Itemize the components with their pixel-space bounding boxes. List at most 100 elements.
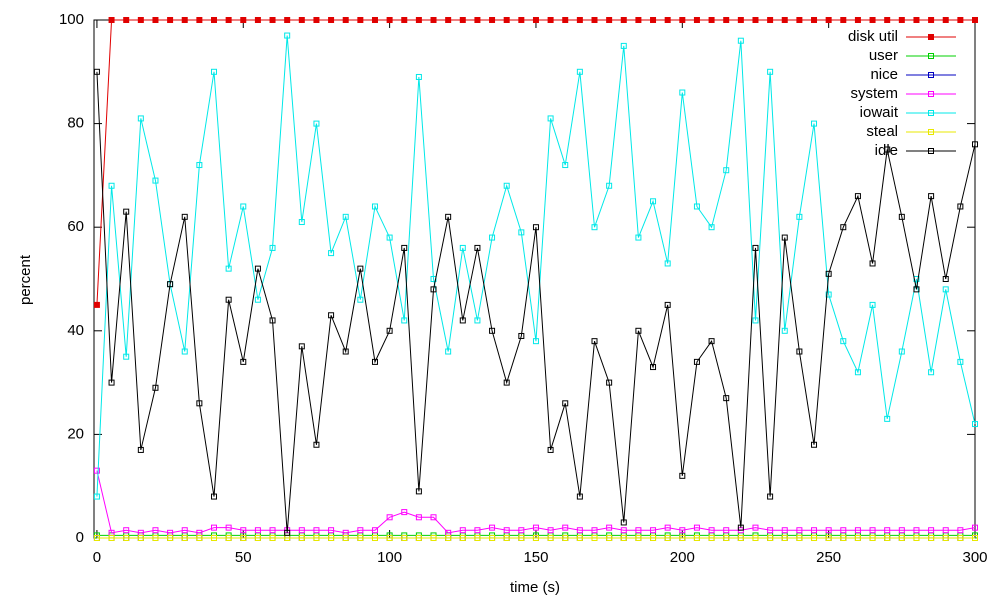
data-point <box>767 527 774 534</box>
data-point <box>108 17 115 23</box>
data-point <box>181 17 188 23</box>
legend-marker <box>928 148 934 154</box>
data-point <box>898 348 905 355</box>
data-point <box>93 493 100 500</box>
data-point <box>957 358 964 365</box>
data-point <box>972 17 978 23</box>
data-point <box>459 244 466 251</box>
data-point <box>869 301 876 308</box>
data-point <box>913 535 920 541</box>
data-point <box>211 535 218 541</box>
data-point <box>503 17 510 23</box>
data-point <box>386 535 393 541</box>
data-point <box>489 327 496 334</box>
data-point <box>928 369 935 376</box>
data-point <box>854 535 861 541</box>
data-point <box>737 37 744 44</box>
data-point <box>430 514 437 521</box>
data-point <box>489 535 496 541</box>
data-point <box>240 203 247 210</box>
data-point <box>884 535 891 541</box>
data-point <box>254 296 261 303</box>
data-point <box>532 224 539 231</box>
data-point <box>225 265 232 272</box>
data-point <box>664 17 671 23</box>
data-point <box>386 234 393 241</box>
data-point <box>459 535 466 541</box>
data-point <box>123 353 130 360</box>
data-point <box>518 17 525 23</box>
data-point <box>708 535 715 541</box>
data-point <box>298 343 305 350</box>
data-point <box>211 493 218 500</box>
data-point <box>869 527 876 534</box>
data-point <box>371 203 378 210</box>
data-point <box>957 535 964 541</box>
data-point <box>415 73 422 80</box>
x-tick-label: 250 <box>816 549 841 566</box>
data-point <box>825 270 832 277</box>
data-point <box>269 244 276 251</box>
x-tick-label: 300 <box>962 549 987 566</box>
data-point <box>811 441 818 448</box>
data-point <box>225 296 232 303</box>
data-point <box>342 535 349 541</box>
legend-label: steal <box>866 123 898 140</box>
data-point <box>928 535 935 541</box>
legend-marker <box>928 110 934 116</box>
data-point <box>869 260 876 267</box>
data-point <box>606 535 613 541</box>
data-point <box>650 364 657 371</box>
data-point <box>854 369 861 376</box>
data-point <box>679 535 686 541</box>
data-point <box>693 535 700 541</box>
data-point <box>591 527 598 534</box>
data-point <box>650 535 657 541</box>
data-point <box>576 535 583 541</box>
data-point <box>152 527 159 534</box>
data-point <box>93 301 100 308</box>
data-point <box>825 535 832 541</box>
data-point <box>371 358 378 365</box>
data-point <box>254 17 261 23</box>
data-point <box>635 535 642 541</box>
y-tick-label: 100 <box>59 11 84 28</box>
data-point <box>620 527 627 534</box>
data-point <box>93 535 100 541</box>
data-point <box>284 17 291 23</box>
data-point <box>562 400 569 407</box>
data-point <box>884 415 891 422</box>
legend-label: idle <box>875 142 898 159</box>
data-point <box>269 527 276 534</box>
data-point <box>123 208 130 215</box>
data-point <box>108 182 115 189</box>
data-point <box>167 281 174 288</box>
data-point <box>371 17 378 23</box>
data-point <box>386 327 393 334</box>
data-point <box>811 535 818 541</box>
data-point <box>474 317 481 324</box>
data-point <box>503 182 510 189</box>
data-point <box>635 327 642 334</box>
x-tick-label: 50 <box>235 549 252 566</box>
data-point <box>269 535 276 541</box>
data-point <box>825 291 832 298</box>
data-point <box>137 115 144 122</box>
data-point <box>547 527 554 534</box>
data-point <box>518 535 525 541</box>
data-point <box>898 17 905 23</box>
data-point <box>840 527 847 534</box>
data-point <box>181 527 188 534</box>
data-point <box>576 17 583 23</box>
data-point <box>811 527 818 534</box>
data-point <box>767 535 774 541</box>
data-point <box>942 276 949 282</box>
data-point <box>591 535 598 541</box>
data-point <box>342 17 349 23</box>
data-point <box>181 535 188 541</box>
plot-border <box>93 19 976 539</box>
data-point <box>93 467 100 474</box>
data-point <box>313 535 320 541</box>
data-point <box>108 379 115 386</box>
data-point <box>606 182 613 189</box>
